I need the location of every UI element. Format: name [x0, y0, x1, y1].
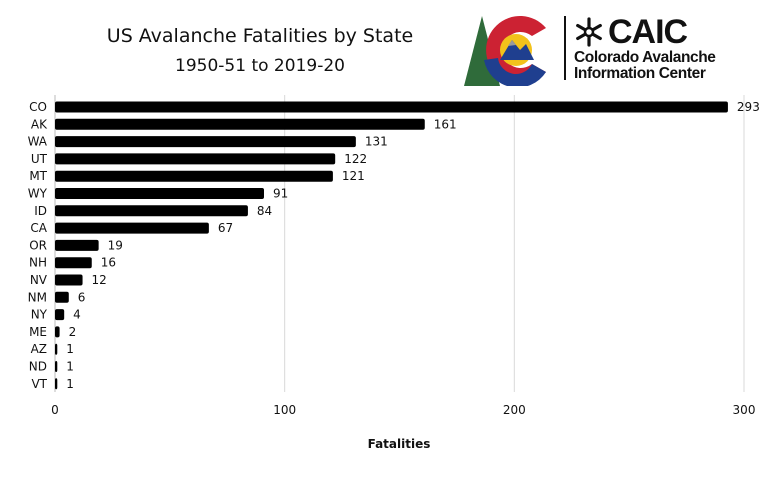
y-tick-label: ND: [29, 360, 47, 374]
logo-name-line2: Information Center: [574, 65, 706, 82]
x-tick-label: 0: [51, 403, 59, 417]
x-tick-label: 200: [503, 403, 526, 417]
logo-divider: [564, 16, 566, 80]
x-axis-label: Fatalities: [367, 437, 431, 451]
data-label: 12: [92, 273, 107, 287]
data-label: 6: [78, 290, 86, 304]
snowflake-icon: [576, 17, 602, 47]
data-label: 122: [344, 152, 367, 166]
y-tick-label: OR: [29, 238, 47, 252]
bar-ny: [55, 309, 65, 321]
bar-nh: [55, 257, 92, 269]
data-label: 1: [66, 360, 74, 374]
data-label: 131: [365, 135, 388, 149]
bar-ut: [55, 153, 336, 165]
y-tick-label: WY: [28, 187, 48, 201]
y-tick-label: AZ: [31, 342, 47, 356]
bar-vt: [55, 378, 58, 390]
data-label: 67: [218, 221, 233, 235]
bar-nv: [55, 274, 83, 286]
bar-wy: [55, 188, 264, 199]
x-tick-label: 100: [273, 403, 296, 417]
bar-co: [55, 101, 728, 113]
logo-acronym: CAIC: [608, 13, 688, 51]
logo-name-line1: Colorado Avalanche: [574, 49, 716, 66]
bar-ak: [55, 118, 425, 130]
data-label: 161: [434, 117, 457, 131]
data-label: 1: [66, 377, 74, 391]
y-tick-label: UT: [31, 152, 48, 166]
bar-or: [55, 239, 99, 251]
y-tick-label: MT: [29, 169, 47, 183]
y-tick-label: ME: [29, 325, 47, 339]
bar-me: [55, 326, 60, 338]
data-label: 84: [257, 204, 272, 218]
y-tick-label: WA: [28, 135, 48, 149]
chart-title: US Avalanche Fatalities by State: [106, 25, 414, 47]
data-label: 293: [737, 100, 760, 114]
bar-wa: [55, 136, 356, 148]
y-tick-label: NY: [31, 308, 48, 322]
bar-ca: [55, 222, 209, 234]
data-label: 19: [108, 238, 123, 252]
bar-nm: [55, 291, 69, 303]
y-tick-label: VT: [31, 377, 47, 391]
data-label: 121: [342, 169, 365, 183]
y-tick-label: NH: [29, 256, 47, 270]
y-tick-label: AK: [31, 117, 48, 131]
logo-text: CAIC Colorado Avalanche Information Cent…: [574, 14, 754, 82]
logo-wordmark: CAIC: [574, 14, 754, 50]
y-tick-label: ID: [34, 204, 47, 218]
chart-title-block: US Avalanche Fatalities by State 1950-51…: [70, 22, 450, 79]
data-label: 4: [73, 308, 81, 322]
bar-mt: [55, 170, 333, 182]
x-tick-label: 300: [733, 403, 756, 417]
bar-az: [55, 343, 58, 355]
caic-logo: CAIC Colorado Avalanche Information Cent…: [462, 14, 752, 86]
data-label: 91: [273, 187, 288, 201]
bar-id: [55, 205, 248, 217]
y-tick-label: NM: [28, 290, 47, 304]
y-tick-label: CO: [29, 100, 47, 114]
bar-nd: [55, 361, 58, 372]
y-tick-label: CA: [30, 221, 47, 235]
data-label: 1: [66, 342, 74, 356]
colorado-c-logo-icon: [464, 15, 546, 86]
y-tick-label: NV: [30, 273, 48, 287]
chart-subtitle: 1950-51 to 2019-20: [175, 56, 345, 76]
data-label: 16: [101, 256, 116, 270]
data-label: 2: [69, 325, 77, 339]
